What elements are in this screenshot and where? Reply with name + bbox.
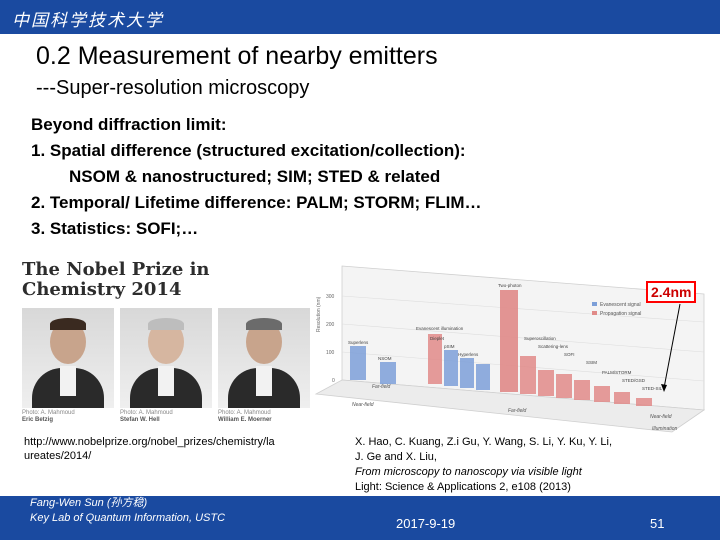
chart-bar [444, 350, 458, 386]
nobel-title-line1: The Nobel Prize in [22, 259, 210, 280]
footer-date: 2017-9-19 [396, 516, 456, 531]
chart-bar [428, 334, 442, 384]
photo-credit: Photo: A. Mahmoud [22, 410, 75, 416]
annotation-arrow-line [663, 303, 681, 389]
chart-bar [520, 356, 536, 394]
y-tick-label: 0 [332, 378, 335, 384]
bullet-item: 2. Temporal/ Lifetime difference: PALM; … [31, 193, 482, 212]
chart-bar [460, 358, 474, 388]
y-tick-label: 200 [326, 322, 335, 328]
resolution-chart: Resolution (nm) 300 200 100 0 Evanescent… [314, 265, 706, 433]
x-axis-label: Near-field [352, 402, 374, 408]
laureate-caption: Photo: A. Mahmoud Eric Betzig [22, 410, 114, 424]
bar-label: Superoscillation [524, 336, 556, 341]
chart-bar [594, 386, 610, 402]
page-number: 51 [650, 516, 665, 531]
laureate-photo [22, 308, 114, 408]
annotation-arrow-head [661, 384, 667, 392]
chart-bar [556, 374, 572, 398]
laureate-photo [120, 308, 212, 408]
hair-shape [148, 318, 184, 330]
bar-label: Two-photon [498, 283, 522, 288]
nobel-prize-panel: The Nobel Prize in Chemistry 2014 Photo:… [20, 258, 320, 428]
chart-bar [380, 362, 396, 384]
chart-bar [350, 346, 366, 380]
nobel-title-line2: Chemistry 2014 [22, 279, 182, 300]
slide-title: 0.2 Measurement of nearby emitters [36, 42, 438, 70]
collar-shape [256, 366, 272, 396]
y-tick-label: 300 [326, 294, 335, 300]
author-affiliation: Key Lab of Quantum Information, USTC [30, 512, 226, 524]
nobel-title: The Nobel Prize in Chemistry 2014 [22, 260, 210, 300]
reference-journal: Light: Science & Applications 2, e108 (2… [355, 481, 571, 493]
laureate-name: Stefan W. Hell [120, 417, 160, 423]
bar-label: Scattering-lens [538, 344, 569, 349]
bullet-item: 3. Statistics: SOFI;… [31, 219, 199, 238]
header-bar: 中国科学技术大学 [0, 0, 720, 34]
bar-label: Dieplet [430, 336, 445, 341]
bullet-item: Beyond diffraction limit: [31, 115, 227, 134]
bullet-item: 1. Spatial difference (structured excita… [31, 141, 466, 160]
chart-bar [574, 380, 590, 400]
hair-shape [246, 318, 282, 330]
bar-label: Evanescent illumination [416, 326, 464, 331]
bar-label: Hyperlens [458, 352, 479, 357]
bar-label: SSIM [586, 360, 597, 365]
laureate-name: Eric Betzig [22, 417, 54, 423]
bar-label: STED/GSD [622, 378, 646, 383]
x-axis-label: Illumination [652, 426, 678, 432]
legend-swatch-propagation [592, 311, 597, 315]
x-axis-label: Near-field [650, 414, 672, 420]
chart-bar [500, 290, 518, 392]
footer-bar: Fang-Wen Sun (孙方稳) Key Lab of Quantum In… [0, 496, 720, 540]
chart-bar [538, 370, 554, 396]
nobel-url[interactable]: http://www.nobelprize.org/nobel_prizes/c… [24, 436, 275, 462]
slide-subtitle: ---Super-resolution microscopy [36, 77, 310, 99]
chart-bar [614, 392, 630, 404]
bar-label: NSOM [378, 356, 392, 361]
bullet-item: NSOM & nanostructured; SIM; STED & relat… [69, 167, 441, 186]
laureate-caption: Photo: A. Mahmoud Stefan W. Hell [120, 410, 212, 424]
bar-label: pSIM [444, 344, 455, 349]
chart-bar [636, 398, 652, 406]
y-tick-label: 100 [326, 350, 335, 356]
legend-swatch-evanescent [592, 302, 597, 306]
y-axis-label: Resolution (nm) [316, 296, 322, 332]
university-logo: 中国科学技术大学 [12, 11, 164, 31]
laureate-caption: Photo: A. Mahmoud William E. Moerner [218, 410, 310, 424]
photo-credit: Photo: A. Mahmoud [120, 410, 173, 416]
chart-bar [476, 364, 490, 390]
collar-shape [158, 366, 174, 396]
laureate-name: William E. Moerner [218, 417, 272, 423]
hair-shape [50, 318, 86, 330]
reference-title: From microscopy to nanoscopy via visible… [355, 466, 582, 478]
bar-label: STED-SIL [642, 386, 663, 391]
photo-credit: Photo: A. Mahmoud [218, 410, 271, 416]
author-name: Fang-Wen Sun (孙方稳) [30, 497, 148, 509]
legend-label: Propagation signal [600, 311, 641, 317]
x-axis-label: Far-field [372, 384, 390, 390]
bar-label: SOFI [564, 352, 575, 357]
reference-authors: J. Ge and X. Liu, [355, 451, 437, 463]
laureate-photo [218, 308, 310, 408]
bar-label: Superlens [348, 340, 369, 345]
bullet-list: Beyond diffraction limit: 1. Spatial dif… [31, 112, 482, 242]
footer-author: Fang-Wen Sun (孙方稳) Key Lab of Quantum In… [30, 496, 225, 526]
x-axis-label: Far-field [508, 408, 526, 414]
legend-label: Evanescent signal [600, 302, 641, 308]
reference-citation: X. Hao, C. Kuang, Z.i Gu, Y. Wang, S. Li… [355, 435, 655, 495]
bar-label: PALM/STORM [602, 370, 632, 375]
reference-authors: X. Hao, C. Kuang, Z.i Gu, Y. Wang, S. Li… [355, 436, 613, 448]
resolution-annotation: 2.4nm [646, 281, 697, 303]
collar-shape [60, 366, 76, 396]
